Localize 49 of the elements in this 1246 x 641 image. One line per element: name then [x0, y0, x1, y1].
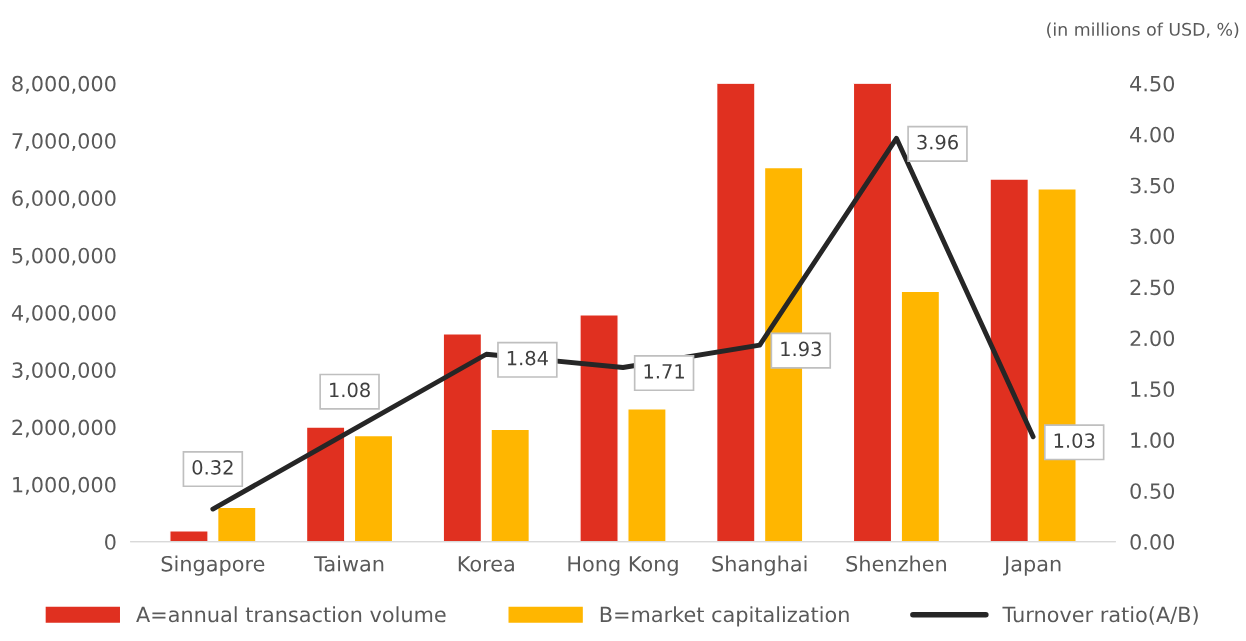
data-label: 1.93: [781, 341, 821, 357]
y-tick-label: 3,000,000: [12, 362, 116, 381]
x-tick-label: Singapore: [161, 555, 265, 576]
x-tick-label: Taiwan: [314, 555, 384, 572]
bar: [442, 332, 483, 542]
bar: [989, 178, 1030, 542]
y2-tick-label: 4.00: [1130, 126, 1175, 143]
x-tick-label: Shenzhen: [846, 555, 946, 572]
y-tick-label: 4,000,000: [11, 304, 116, 323]
text: (in millions of USD, %): [1047, 22, 1239, 38]
data-label: 1.08: [330, 382, 370, 398]
y-tick-label: 8,000,000: [12, 75, 116, 94]
bar: [579, 314, 619, 542]
bar: [490, 428, 531, 542]
y-tick-label: 7,000,000: [12, 133, 116, 151]
y2-tick-label: 0.50: [1130, 483, 1175, 499]
x-tick-label: Japan: [1003, 556, 1061, 576]
y2-tick-label: 4.50: [1130, 75, 1175, 92]
y2-tick-label: 3.00: [1130, 228, 1175, 245]
bar: [852, 83, 893, 542]
bar: [715, 83, 756, 542]
y2-tick-label: 2.50: [1130, 279, 1175, 296]
x-tick-label: Hong Kong: [568, 556, 678, 576]
x-tick-label: Shanghai: [712, 555, 807, 576]
data-label: 3.96: [917, 134, 958, 150]
bar: [353, 434, 394, 542]
y2-tick-label: 1.50: [1131, 381, 1175, 398]
legend-label: Turnover ratio(A/B): [1002, 606, 1198, 625]
bar: [216, 506, 257, 542]
bar: [305, 426, 346, 542]
data-label: 0.32: [192, 460, 233, 475]
y2-tick-label: 0.00: [1130, 534, 1175, 550]
y-tick-label: 1,000,000: [13, 476, 116, 495]
y-tick-label: 6,000,000: [12, 190, 116, 209]
legend-label: B=market capitalization: [600, 606, 849, 627]
data-label: 1.71: [644, 364, 684, 379]
bar: [627, 408, 667, 542]
data-label: 1.84: [507, 350, 548, 366]
y-tick-label: 5,000,000: [12, 247, 116, 266]
y-tick-label: 0: [105, 534, 116, 550]
bar: [169, 530, 209, 542]
y2-tick-label: 1.00: [1131, 432, 1175, 449]
y2-tick-label: 3.50: [1130, 177, 1175, 194]
data-label: 1.03: [1054, 433, 1095, 448]
y2-tick-label: 2.00: [1130, 330, 1175, 347]
bar: [900, 290, 941, 542]
y-tick-label: 2,000,000: [12, 419, 116, 438]
x-tick-label: Korea: [458, 556, 514, 572]
legend-label: A=annual transaction volume: [136, 606, 446, 623]
